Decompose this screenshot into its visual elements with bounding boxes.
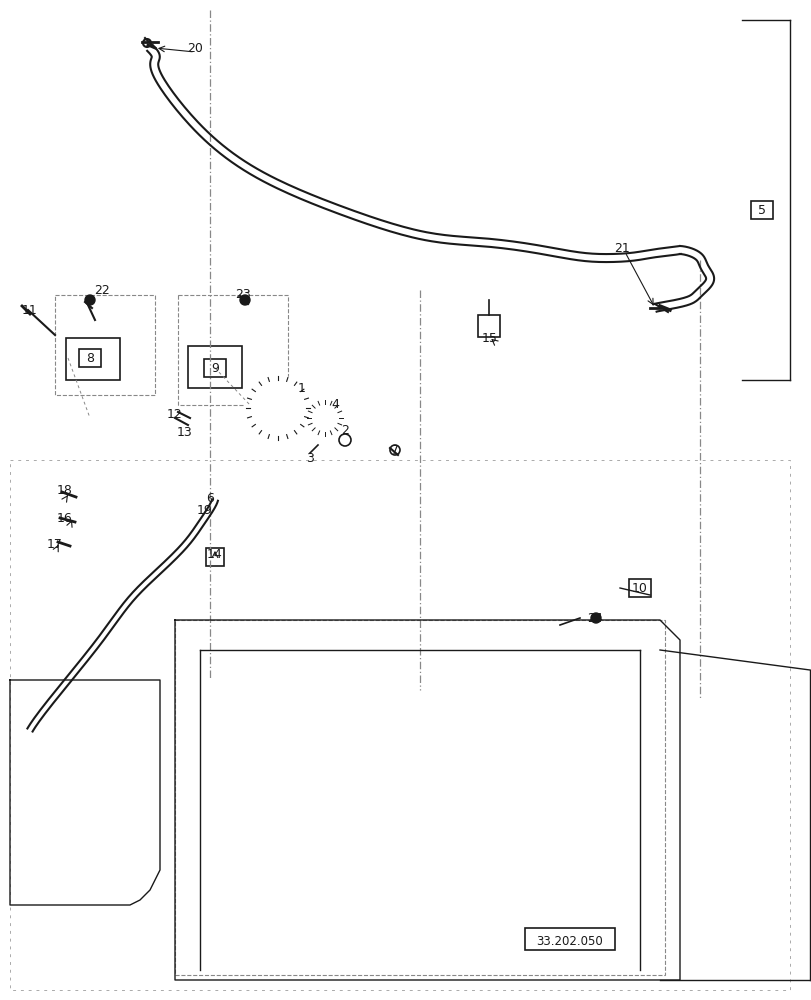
Bar [478, 315, 500, 337]
Circle shape [228, 698, 251, 722]
Circle shape [709, 740, 729, 760]
Bar [55, 295, 155, 395]
Bar [525, 928, 614, 950]
Circle shape [367, 708, 392, 732]
Circle shape [367, 808, 392, 832]
Text: 15: 15 [482, 332, 497, 344]
Circle shape [294, 844, 306, 856]
FancyBboxPatch shape [188, 346, 242, 388]
Bar [10, 460, 789, 990]
Text: 21: 21 [613, 241, 629, 254]
Text: 2: 2 [341, 424, 349, 436]
Bar [206, 548, 224, 566]
Text: 5: 5 [757, 204, 765, 217]
Circle shape [749, 870, 769, 890]
Text: 22: 22 [94, 284, 109, 296]
Text: 8: 8 [86, 352, 94, 364]
Text: 13: 13 [177, 426, 193, 438]
Text: 3: 3 [306, 452, 314, 464]
Bar [175, 620, 664, 975]
Text: 18: 18 [57, 484, 73, 496]
Circle shape [590, 613, 600, 623]
FancyBboxPatch shape [66, 338, 120, 380]
Text: 4: 4 [331, 398, 338, 412]
Circle shape [294, 894, 306, 906]
Text: 1: 1 [298, 381, 306, 394]
Text: 9: 9 [211, 361, 219, 374]
Circle shape [85, 295, 95, 305]
Text: 11: 11 [22, 304, 38, 316]
Text: 10: 10 [631, 582, 647, 594]
Text: 12: 12 [167, 408, 182, 422]
Text: 20: 20 [187, 42, 203, 55]
Circle shape [702, 732, 737, 768]
Circle shape [228, 798, 251, 822]
Circle shape [255, 386, 299, 430]
Circle shape [294, 754, 306, 766]
Circle shape [344, 894, 355, 906]
Bar [79, 349, 101, 367]
Text: 24: 24 [586, 611, 602, 624]
Circle shape [344, 754, 355, 766]
Text: 17: 17 [47, 538, 63, 552]
Bar [629, 579, 650, 597]
Text: 16: 16 [57, 512, 73, 524]
Bar [750, 201, 772, 219]
Circle shape [709, 850, 729, 870]
Circle shape [246, 376, 310, 440]
Circle shape [240, 295, 250, 305]
Circle shape [315, 408, 335, 428]
Circle shape [741, 762, 777, 798]
Circle shape [749, 770, 769, 790]
Circle shape [418, 708, 441, 732]
Text: 23: 23 [235, 288, 251, 302]
Bar [204, 359, 225, 377]
Bar [178, 295, 288, 405]
Text: 7: 7 [391, 444, 398, 456]
Text: 33.202.050: 33.202.050 [536, 935, 603, 948]
Text: 14: 14 [207, 548, 222, 562]
Circle shape [307, 400, 342, 436]
Circle shape [702, 842, 737, 878]
Circle shape [344, 844, 355, 856]
Text: 19: 19 [197, 504, 212, 516]
Circle shape [741, 862, 777, 898]
Text: 6: 6 [206, 491, 213, 504]
